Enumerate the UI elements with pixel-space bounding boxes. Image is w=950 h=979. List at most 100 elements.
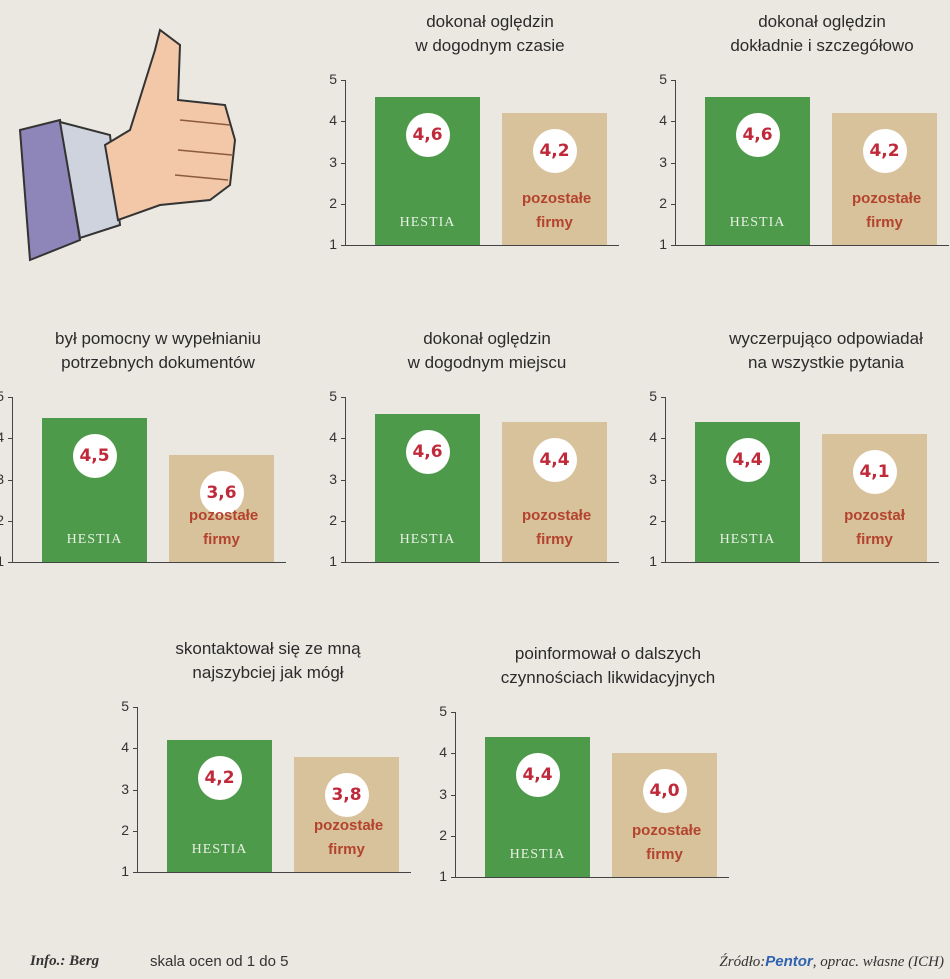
category-label: HESTIA <box>509 847 566 862</box>
value-label: 3,6 <box>199 470 244 515</box>
y-tick-label: 5 <box>121 698 129 714</box>
source-note: , oprac. własne (ICH) <box>812 954 944 970</box>
y-tick <box>341 479 346 481</box>
y-tick-label: 2 <box>329 511 337 528</box>
y-tick <box>341 438 346 440</box>
chart-title: poinformował o dalszych <box>514 644 702 663</box>
y-tick-label: 4 <box>649 429 657 446</box>
y-tick <box>341 562 346 563</box>
y-tick-label: 5 <box>329 71 337 87</box>
y-tick-label: 4 <box>659 112 667 129</box>
category-label: pozostałe firmy <box>852 190 922 231</box>
y-tick <box>671 162 676 164</box>
x-axis <box>675 245 949 246</box>
category-label: HESTIA <box>66 532 123 547</box>
category-label: HESTIA <box>399 532 456 547</box>
y-tick <box>451 877 456 878</box>
y-tick-label: 5 <box>659 71 667 87</box>
y-tick-label: 1 <box>329 553 337 569</box>
chart-title: najszybciej jak mógł <box>192 663 344 682</box>
x-axis <box>12 562 286 563</box>
y-tick <box>661 438 666 440</box>
y-tick-label: 4 <box>0 429 4 446</box>
chart-title: dokonał oględzin <box>758 12 886 31</box>
y-tick-label: 2 <box>0 511 4 528</box>
footer-source: Źródło:Pentor, oprac. własne (ICH) <box>719 953 944 971</box>
category-label: HESTIA <box>729 215 786 230</box>
y-tick <box>661 520 666 522</box>
y-tick-label: 2 <box>659 194 667 211</box>
y-tick <box>133 707 138 708</box>
category-label: HESTIA <box>399 215 456 230</box>
y-tick <box>8 479 13 481</box>
value-label: 4,2 <box>532 129 577 173</box>
value-label: 4,1 <box>852 450 897 495</box>
y-tick <box>133 830 138 832</box>
x-axis <box>665 562 939 563</box>
y-tick-label: 2 <box>121 821 129 838</box>
value-label: 4,4 <box>515 752 560 797</box>
y-tick <box>8 438 13 440</box>
y-tick-label: 1 <box>649 553 657 569</box>
chart-title: na wszystkie pytania <box>748 353 904 372</box>
y-tick-label: 5 <box>649 388 657 404</box>
y-tick <box>671 80 676 81</box>
y-tick-label: 5 <box>329 388 337 404</box>
value-label: 4,4 <box>725 437 770 482</box>
footer-scale: skala ocen od 1 do 5 <box>150 953 289 970</box>
value-label: 4,5 <box>72 433 117 478</box>
y-tick-label: 3 <box>659 153 667 170</box>
value-label: 4,0 <box>642 769 687 814</box>
y-tick <box>341 121 346 123</box>
y-tick-label: 2 <box>329 194 337 211</box>
y-tick-label: 4 <box>439 744 447 761</box>
x-axis <box>345 245 619 246</box>
chart-title: skontaktował się ze mną <box>175 639 361 658</box>
x-axis <box>345 562 619 563</box>
value-label: 4,6 <box>405 429 450 474</box>
y-tick <box>341 203 346 205</box>
y-tick <box>661 397 666 398</box>
chart-title: w dogodnym czasie <box>415 36 565 55</box>
y-tick-label: 1 <box>659 236 667 252</box>
y-tick-label: 3 <box>121 780 129 797</box>
y-tick-label: 5 <box>0 388 4 404</box>
category-label: pozostałe firmy <box>314 817 384 858</box>
footer-info: Info.: Berg <box>30 953 100 969</box>
value-label: 4,2 <box>862 129 907 173</box>
chart-title: w dogodnym miejscu <box>407 353 567 372</box>
y-tick <box>451 835 456 837</box>
y-tick <box>8 520 13 522</box>
y-tick-label: 3 <box>329 153 337 170</box>
source-label: Źródło: <box>719 954 766 970</box>
y-tick <box>451 753 456 755</box>
chart-title: dokonał oględzin <box>426 12 554 31</box>
y-tick <box>8 562 13 563</box>
y-tick-label: 4 <box>329 112 337 129</box>
y-tick-label: 1 <box>329 236 337 252</box>
y-tick <box>671 203 676 205</box>
value-label: 4,2 <box>197 756 242 800</box>
y-tick <box>341 80 346 81</box>
y-tick-label: 1 <box>439 868 447 884</box>
category-label: pozostał firmy <box>844 507 905 548</box>
y-tick <box>8 397 13 398</box>
y-tick <box>671 245 676 246</box>
y-tick <box>671 121 676 123</box>
y-tick-label: 1 <box>0 553 4 569</box>
x-axis <box>455 877 729 878</box>
chart-title: czynnościach likwidacyjnych <box>500 668 716 687</box>
category-label: pozostałe firmy <box>522 190 592 231</box>
y-tick <box>133 872 138 873</box>
y-tick-label: 2 <box>439 826 447 843</box>
category-label: pozostałe firmy <box>632 822 702 863</box>
y-tick <box>341 397 346 398</box>
value-label: 4,6 <box>735 112 780 157</box>
y-tick <box>341 162 346 164</box>
chart-title: wyczerpująco odpowiadał <box>729 329 923 348</box>
y-tick <box>341 520 346 522</box>
source-brand: Pentor <box>765 953 813 970</box>
y-tick-label: 3 <box>0 470 4 487</box>
y-tick-label: 5 <box>439 703 447 719</box>
